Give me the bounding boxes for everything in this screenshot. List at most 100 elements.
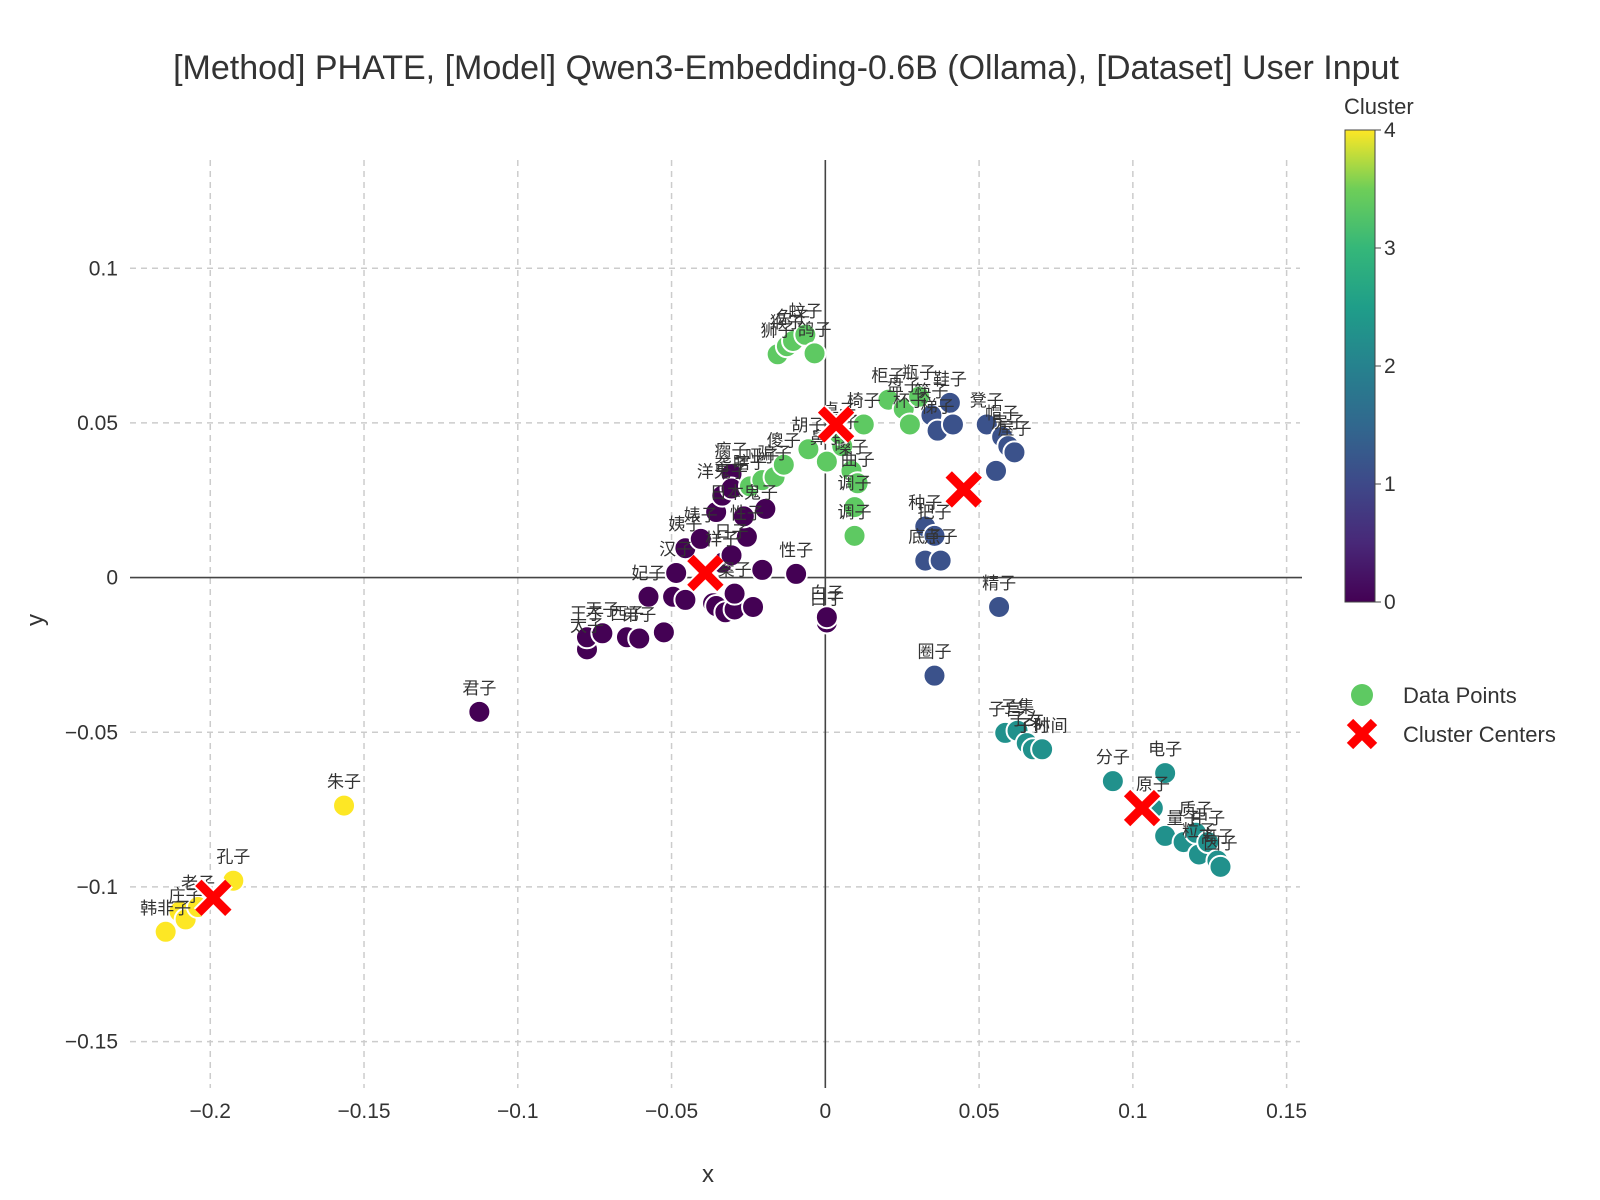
point-label: 瘸子 <box>715 441 749 461</box>
tick-labels: −0.2 −0.15 −0.1 −0.05 0 0.05 0.1 0.15 −0.15 −0.1 −… <box>65 257 1307 1123</box>
x-tick-label: 0.05 <box>959 1100 1000 1123</box>
point-label: 子集 <box>1001 698 1035 718</box>
point-label: 朱子 <box>327 773 361 793</box>
point-label: 子女 <box>1010 710 1044 730</box>
point-label: 曲子 <box>841 450 875 470</box>
x-tick-label: −0.1 <box>497 1100 538 1123</box>
point-label: 弟子 <box>622 606 656 626</box>
colorbar: Cluster 0 1 2 3 4 <box>1344 94 1414 614</box>
legend-data-points-marker <box>1351 684 1373 706</box>
point-label: 婊子 <box>684 506 718 526</box>
point-label: 猴子 <box>770 313 804 333</box>
center-x-stroke <box>945 471 982 508</box>
x-tick-label: 0.1 <box>1118 1100 1147 1123</box>
point-label: 子宫 <box>988 700 1022 720</box>
data-point <box>897 412 922 437</box>
point-label: 案子 <box>718 561 752 581</box>
y-tick-label: −0.05 <box>65 721 118 744</box>
point-label: 调子 <box>838 503 872 523</box>
colorbar-tick-label: 2 <box>1384 355 1396 378</box>
y-axis-title: y <box>22 614 49 626</box>
data-point <box>784 561 809 586</box>
colorbar-tick-label: 0 <box>1384 591 1396 614</box>
data-point <box>974 412 999 437</box>
y-tick-label: 0.05 <box>77 412 118 435</box>
data-point <box>627 626 652 651</box>
point-label: 房子 <box>991 413 1025 433</box>
data-points <box>153 322 1233 944</box>
point-label: 孔子 <box>216 848 250 868</box>
data-point <box>753 496 778 521</box>
legend: Data Points Cluster Centers <box>1345 683 1556 751</box>
x-tick-label: 0 <box>819 1100 831 1123</box>
cluster-center <box>1122 788 1162 828</box>
colorbar-tick-label: 4 <box>1384 119 1396 142</box>
cluster-center <box>944 469 984 510</box>
point-label: 样子 <box>705 530 739 550</box>
cluster-centers <box>193 404 1162 918</box>
x-tick-label: −0.2 <box>190 1100 231 1123</box>
data-point <box>741 594 766 619</box>
cluster-center <box>193 878 233 918</box>
x-tick-label: 0.15 <box>1266 1100 1307 1123</box>
point-label: 梯子 <box>921 398 955 418</box>
y-tick-label: −0.15 <box>65 1031 118 1054</box>
data-point <box>673 587 698 612</box>
x-tick-label: −0.15 <box>337 1100 390 1123</box>
data-point <box>842 523 867 548</box>
point-label: 妃子 <box>631 564 665 584</box>
data-point <box>987 594 1012 619</box>
data-point <box>814 605 839 630</box>
colorbar-tick-label: 3 <box>1384 237 1396 260</box>
point-label: 西子 <box>610 604 644 624</box>
point-label: 分子 <box>1096 748 1130 768</box>
point-label: 因子 <box>1204 834 1238 854</box>
data-point <box>590 621 615 646</box>
data-point <box>651 620 676 645</box>
point-label: 瞎子 <box>733 453 767 473</box>
point-label: 蚊子 <box>788 302 822 322</box>
point-label: 日本鬼子 <box>710 483 778 503</box>
point-label: 电子 <box>1148 740 1182 760</box>
point-label: 离子 <box>1200 828 1234 848</box>
point-label: 筷子 <box>914 382 948 402</box>
point-label: 帽子 <box>985 404 1019 424</box>
data-point <box>750 557 775 582</box>
point-label: 聋子 <box>715 456 749 476</box>
center-x-stroke <box>1123 789 1161 827</box>
colorbar-tick-label: 1 <box>1384 473 1396 496</box>
data-point <box>1030 737 1055 762</box>
legend-cluster-centers-label: Cluster Centers <box>1403 722 1556 747</box>
data-point <box>1100 769 1125 794</box>
point-label: 鸽子 <box>798 320 832 340</box>
point-label: 子孙 <box>1016 716 1050 736</box>
point-label: 粒子 <box>1182 821 1216 841</box>
point-label: 瓶子 <box>902 364 936 384</box>
point-label: 姨子 <box>668 515 702 535</box>
data-point <box>636 584 661 609</box>
point-label: 量子 <box>1167 809 1201 829</box>
data-point <box>722 581 747 606</box>
point-label: 凳子 <box>970 391 1004 411</box>
data-point <box>719 543 744 568</box>
chart-title: [Method] PHATE, [Model] Qwen3-Embedding-… <box>173 49 1399 87</box>
zero-axes <box>130 160 1302 1088</box>
data-point <box>922 663 947 688</box>
point-label: 汉子 <box>659 540 693 560</box>
point-label: 白子 <box>810 589 844 609</box>
point-label: 韩非子 <box>140 899 191 919</box>
point-label: 嗓子 <box>834 438 868 458</box>
x-tick-label: −0.05 <box>645 1100 698 1123</box>
y-tick-label: 0.1 <box>89 257 118 280</box>
point-label: 屋子 <box>997 419 1031 439</box>
point-label: 哑子 <box>745 447 779 467</box>
data-point <box>984 458 1009 483</box>
point-label: 天子 <box>585 600 619 620</box>
colorbar-title: Cluster <box>1344 94 1414 119</box>
point-label: 把子 <box>917 503 951 523</box>
center-x-stroke <box>1346 718 1378 750</box>
legend-data-points-label: Data Points <box>1403 683 1517 708</box>
data-point <box>467 699 492 724</box>
data-point <box>1208 854 1233 879</box>
point-label: 中子 <box>1191 809 1225 829</box>
